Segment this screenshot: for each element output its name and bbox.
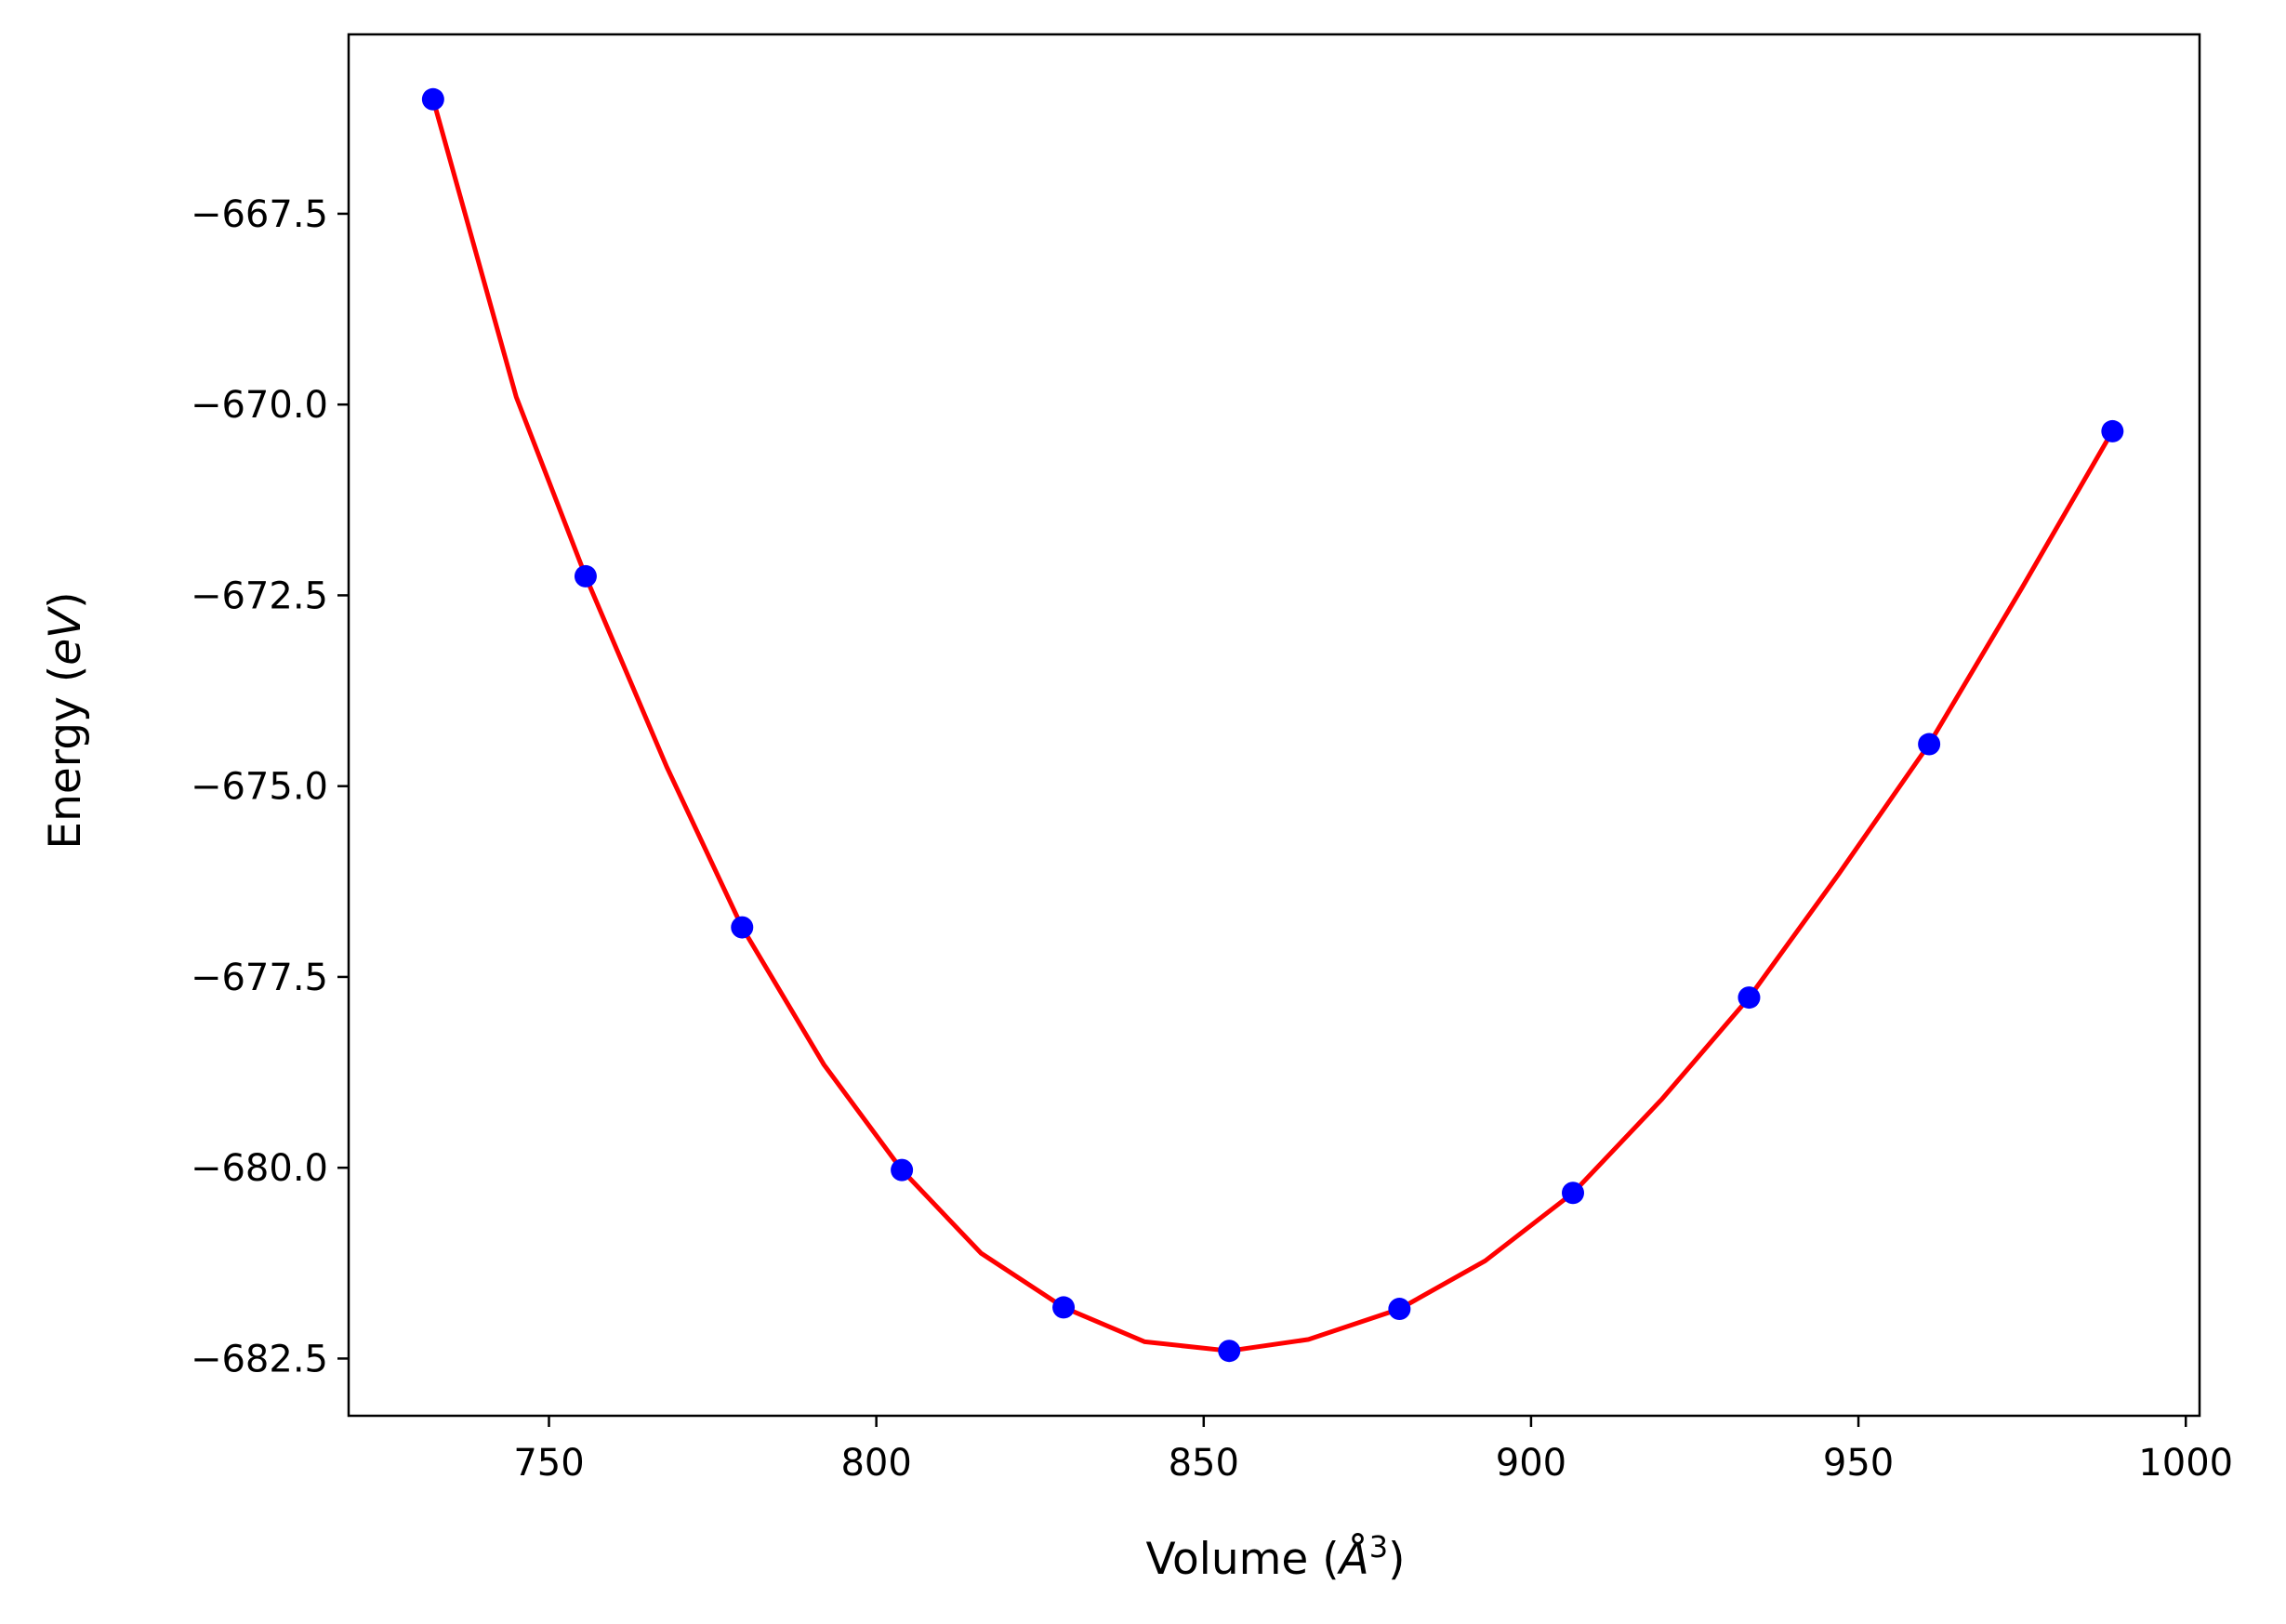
y-axis-ticks: −667.5 −670.0 −672.5 −675.0 −677.5 −680.0 −682… (191, 193, 349, 1380)
data-points (421, 87, 2124, 1363)
y-tick-label: −672.5 (191, 574, 328, 617)
y-tick-label: −670.0 (191, 384, 328, 427)
x-tick-label: 850 (1169, 1442, 1239, 1485)
x-tick-label: 750 (513, 1442, 584, 1485)
y-tick-label: −667.5 (191, 193, 328, 236)
y-axis-label: Energy (eV) (40, 591, 91, 849)
y-tick-label: −677.5 (191, 957, 328, 999)
data-point (421, 87, 444, 111)
x-tick-label: 950 (1823, 1442, 1894, 1485)
y-tick-label: −675.0 (191, 766, 328, 809)
data-point (1738, 986, 1761, 1010)
data-point (1388, 1298, 1411, 1321)
data-point (731, 916, 754, 939)
y-tick-label: −680.0 (191, 1147, 328, 1190)
data-point (1918, 733, 1941, 756)
data-point (1052, 1296, 1076, 1319)
x-axis-label: Volume (Å3) (1146, 1529, 1406, 1585)
data-point (891, 1158, 914, 1182)
x-tick-label: 800 (840, 1442, 911, 1485)
x-tick-label: 900 (1496, 1442, 1566, 1485)
data-point (2101, 419, 2124, 442)
data-point (1562, 1182, 1585, 1205)
plot-frame (347, 33, 2201, 1418)
data-point (1218, 1340, 1241, 1363)
y-tick-label: −682.5 (191, 1338, 328, 1380)
data-point (574, 564, 597, 588)
x-tick-label: 1000 (2138, 1442, 2233, 1485)
x-axis-ticks: 750 800 850 900 950 1000 (513, 1416, 2233, 1485)
